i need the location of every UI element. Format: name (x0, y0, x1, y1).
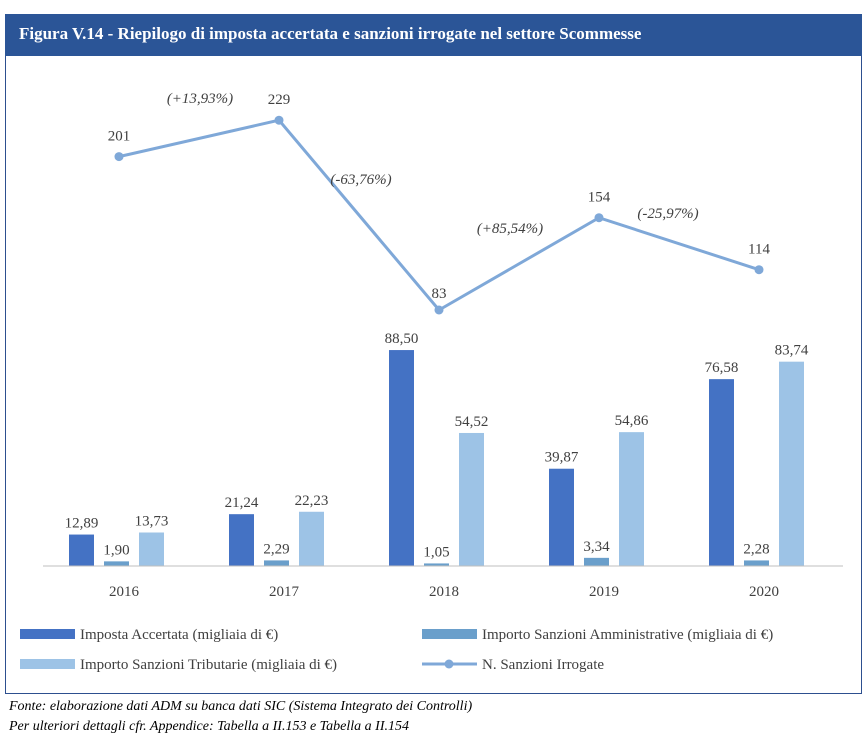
bar-imposta-2018 (389, 350, 414, 566)
bar-label-amministrative-2020: 2,28 (743, 541, 769, 557)
bar-label-imposta-2017: 21,24 (225, 495, 259, 511)
legend-label-imposta: Imposta Accertata (migliaia di €) (80, 627, 278, 643)
line-point-2019 (594, 213, 604, 223)
line-point-2017 (274, 115, 284, 125)
line-change-label-1: (+13,93%) (167, 91, 233, 107)
line-label-2016: 201 (108, 129, 131, 145)
footer: Fonte: elaborazione dati ADM su banca da… (9, 697, 472, 737)
line-point-2020 (754, 265, 764, 275)
bar-amministrative-2018 (424, 563, 449, 566)
legend-marker-sanzioni-irrogate (444, 659, 454, 669)
bar-imposta-2017 (229, 514, 254, 566)
bar-label-amministrative-2019: 3,34 (583, 539, 610, 555)
bar-imposta-2019 (549, 468, 574, 566)
x-tick-label-2017: 2017 (269, 584, 300, 600)
x-tick-label-2019: 2019 (589, 584, 619, 600)
bar-label-imposta-2019: 39,87 (545, 450, 579, 466)
bar-tributarie-2018 (459, 432, 484, 566)
bar-label-tributarie-2020: 83,74 (775, 343, 809, 359)
x-tick-label-2020: 2020 (749, 584, 779, 600)
chart: 12,891,90 13,73 21,24 2,29 22,23 88,50 1,05 54,… (20, 91, 843, 673)
line-change-label-2: (-63,76%) (330, 172, 391, 188)
x-tick-label-2018: 2018 (429, 584, 459, 600)
bar-label-amministrative-2018: 1,05 (423, 544, 449, 560)
legend-swatch-tributarie (20, 659, 75, 669)
line-label-2019: 154 (588, 190, 611, 206)
bar-tributarie-2020 (779, 361, 804, 566)
line-change-label-4: (-25,97%) (637, 206, 698, 222)
bar-label-amministrative-2016: 1,90 (103, 542, 129, 558)
line-change-label-3: (+85,54%) (477, 221, 543, 237)
bar-label-imposta-2018: 88,50 (385, 331, 419, 347)
bar-label-tributarie-2016: 13,73 (135, 513, 169, 529)
bar-label-tributarie-2019: 54,86 (615, 413, 649, 429)
bar-imposta-2020 (709, 379, 734, 566)
bar-imposta-2016 (69, 534, 94, 566)
footer-source: Fonte: elaborazione dati ADM su banca da… (9, 699, 473, 714)
bar-label-tributarie-2018: 54,52 (455, 414, 489, 430)
figure-title: Figura V.14 - Riepilogo di imposta accer… (5, 14, 862, 56)
bar-amministrative-2019 (584, 557, 609, 566)
line-label-2020: 114 (748, 242, 770, 258)
legend-label-tributarie: Importo Sanzioni Tributarie (migliaia di… (80, 657, 337, 673)
bar-label-amministrative-2017: 2,29 (263, 541, 289, 557)
line-label-2018: 83 (432, 286, 447, 302)
bar-label-tributarie-2017: 22,23 (295, 493, 329, 509)
legend-label-sanzioni-irrogate: N. Sanzioni Irrogate (482, 657, 604, 673)
bar-tributarie-2017 (299, 511, 324, 566)
legend-swatch-amministrative (422, 629, 477, 639)
line-point-2018 (434, 305, 444, 315)
legend-label-amministrative: Importo Sanzioni Amministrative (migliai… (482, 627, 773, 643)
bar-label-imposta-2016: 12,89 (65, 516, 99, 532)
bar-amministrative-2017 (264, 560, 289, 566)
bar-amministrative-2016 (104, 561, 129, 566)
footer-reference: Per ulteriori dettagli cfr. Appendice: T… (9, 719, 409, 734)
line-point-2016 (114, 152, 124, 162)
bar-tributarie-2019 (619, 432, 644, 566)
bar-tributarie-2016 (139, 532, 164, 566)
bar-label-imposta-2020: 76,58 (705, 360, 739, 376)
legend-swatch-imposta (20, 629, 75, 639)
line-label-2017: 229 (268, 92, 291, 108)
x-tick-label-2016: 2016 (109, 584, 140, 600)
bar-amministrative-2020 (744, 560, 769, 566)
